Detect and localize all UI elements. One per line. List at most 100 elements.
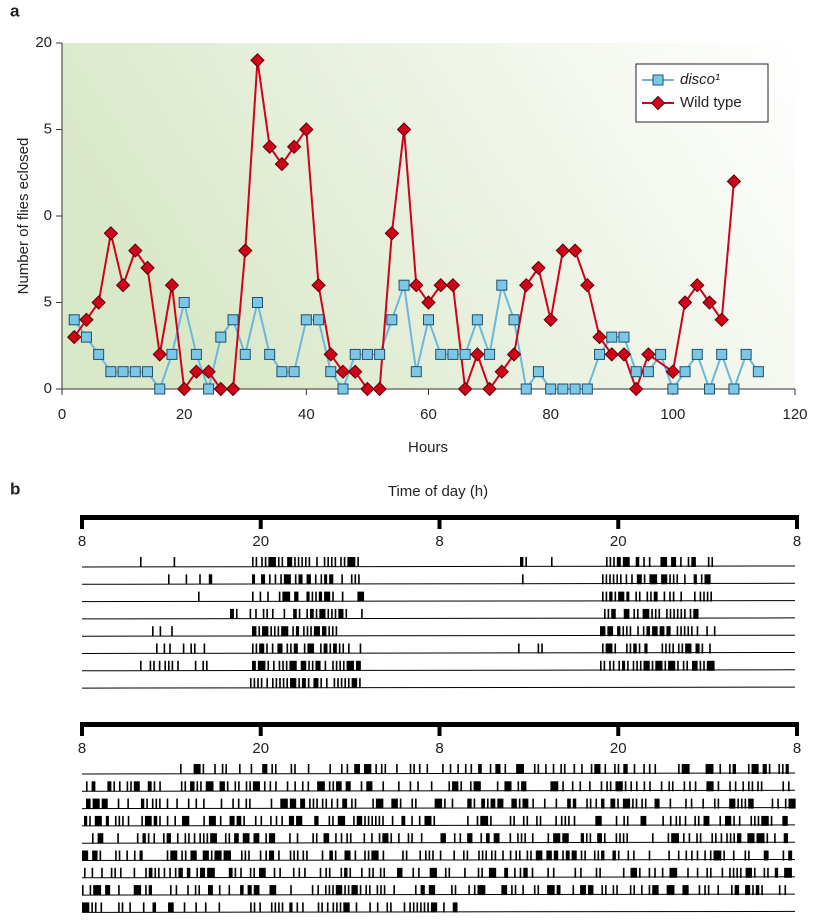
- activity-tick: [676, 574, 679, 585]
- marker: [606, 331, 618, 343]
- activity-tick: [303, 626, 305, 637]
- y-axis-label: Number of flies eclosed: [15, 138, 32, 295]
- activity-tick: [729, 867, 731, 878]
- activity-tick: [168, 660, 170, 671]
- activity-tick: [597, 850, 600, 861]
- activity-tick: [599, 867, 601, 878]
- marker: [580, 277, 595, 293]
- marker: [569, 383, 581, 395]
- activity-tick: [605, 574, 608, 585]
- activity-tick: [651, 608, 653, 619]
- activity-tick: [356, 815, 363, 826]
- activity-tick: [271, 643, 274, 654]
- activity-tick: [268, 850, 275, 861]
- activity-tick: [397, 867, 403, 878]
- activity-tick: [159, 626, 162, 637]
- activity-tick: [175, 885, 178, 896]
- activity-tick: [573, 764, 576, 774]
- activity-tick: [166, 850, 169, 861]
- activity-tick: [318, 591, 323, 602]
- activity-tick: [685, 850, 688, 861]
- activity-tick: [763, 867, 766, 878]
- activity-tick: [346, 660, 354, 671]
- panel-label: a: [10, 1, 20, 20]
- activity-tick: [273, 660, 275, 671]
- activity-tick: [127, 815, 130, 826]
- activity-tick: [626, 626, 628, 637]
- activity-tick: [361, 867, 363, 878]
- activity-tick: [365, 885, 367, 896]
- time-tick: [80, 515, 84, 529]
- marker: [117, 366, 129, 378]
- activity-tick: [595, 815, 602, 826]
- activity-tick: [639, 660, 642, 671]
- activity-tick: [336, 902, 338, 913]
- marker: [164, 277, 180, 293]
- activity-tick: [294, 764, 296, 774]
- activity-tick: [788, 798, 796, 809]
- activity-tick: [457, 764, 459, 774]
- marker: [372, 381, 387, 397]
- activity-tick: [234, 867, 237, 878]
- activity-tick: [449, 764, 452, 774]
- activity-tick: [187, 885, 189, 896]
- activity-tick: [648, 850, 651, 861]
- activity-tick: [424, 850, 427, 861]
- activity-tick: [344, 678, 347, 689]
- activity-tick: [145, 867, 147, 878]
- activity-tick: [624, 781, 627, 792]
- activity-tick: [614, 764, 616, 774]
- activity-tick: [252, 781, 260, 792]
- activity-tick: [277, 557, 280, 567]
- activity-tick: [684, 815, 687, 826]
- activity-tick: [181, 815, 190, 826]
- activity-tick: [629, 885, 632, 896]
- activity-tick: [547, 867, 549, 878]
- marker: [592, 329, 607, 345]
- x-tick-label: 60: [420, 406, 437, 423]
- activity-tick: [253, 867, 255, 878]
- activity-tick: [252, 626, 257, 637]
- activity-tick: [526, 850, 529, 861]
- activity-tick: [571, 850, 577, 861]
- activity-tick: [622, 626, 625, 637]
- x-tick-label: 20: [176, 406, 193, 423]
- activity-tick: [386, 902, 389, 913]
- activity-tick: [525, 557, 527, 567]
- activity-tick: [550, 557, 553, 567]
- activity-tick: [705, 764, 714, 774]
- activity-tick: [691, 850, 693, 861]
- activity-tick: [369, 902, 371, 913]
- activity-tick: [163, 643, 166, 654]
- activity-tick: [619, 833, 621, 844]
- marker: [68, 314, 80, 326]
- activity-tick: [280, 798, 288, 809]
- activity-tick: [663, 591, 666, 602]
- activity-tick: [467, 798, 472, 809]
- activity-tick: [676, 608, 679, 619]
- activity-tick: [203, 798, 205, 809]
- activity-tick: [630, 867, 638, 878]
- activity-tick: [622, 867, 625, 878]
- activity-tick: [269, 781, 272, 792]
- activity-tick: [597, 833, 602, 844]
- activity-tick: [190, 850, 197, 861]
- activity-tick: [317, 781, 325, 792]
- marker: [557, 383, 569, 395]
- activity-tick: [782, 850, 785, 861]
- activity-tick: [270, 798, 273, 809]
- activity-tick: [763, 850, 769, 861]
- activity-tick: [277, 643, 283, 654]
- activity-tick: [270, 902, 273, 913]
- activity-tick: [523, 867, 528, 878]
- activity-tick: [253, 678, 256, 689]
- activity-tick: [453, 850, 455, 861]
- activity-tick: [717, 781, 720, 792]
- activity-tick: [158, 867, 160, 878]
- activity-tick: [719, 764, 722, 774]
- activity-tick: [687, 867, 689, 878]
- activity-tick: [153, 833, 156, 844]
- activity-tick: [689, 781, 691, 792]
- activity-tick: [140, 798, 145, 809]
- activity-tick: [607, 626, 614, 637]
